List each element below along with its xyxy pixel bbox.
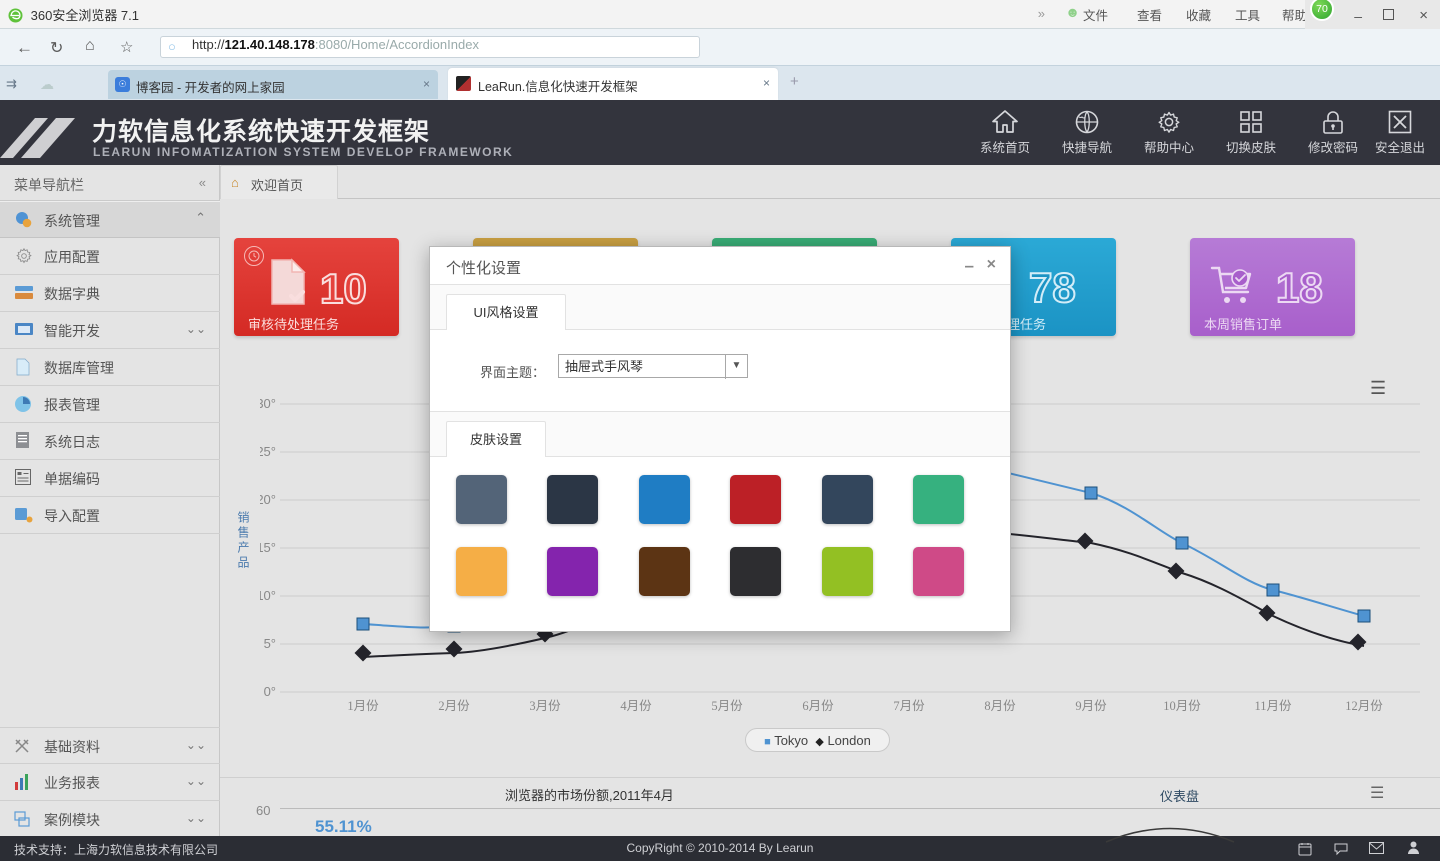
svg-text:3月份: 3月份 xyxy=(529,699,561,713)
svg-text:18: 18 xyxy=(1276,268,1323,310)
svg-text:10: 10 xyxy=(320,270,367,310)
svg-text:9月份: 9月份 xyxy=(1075,699,1107,713)
svg-text:25°: 25° xyxy=(260,444,276,459)
svg-text:11月份: 11月份 xyxy=(1254,699,1292,713)
svg-text:20°: 20° xyxy=(260,492,276,507)
svg-text:0°: 0° xyxy=(264,684,276,699)
svg-text:30°: 30° xyxy=(260,396,276,411)
svg-text:10月份: 10月份 xyxy=(1163,699,1201,713)
svg-text:6月份: 6月份 xyxy=(802,699,834,713)
svg-text:8月份: 8月份 xyxy=(984,699,1016,713)
svg-text:15°: 15° xyxy=(260,540,276,555)
svg-text:4月份: 4月份 xyxy=(620,699,652,713)
svg-text:12月份: 12月份 xyxy=(1345,699,1383,713)
svg-text:1月份: 1月份 xyxy=(347,699,379,713)
svg-text:7月份: 7月份 xyxy=(893,699,925,713)
svg-text:2月份: 2月份 xyxy=(438,699,470,713)
svg-text:10°: 10° xyxy=(260,588,276,603)
svg-text:5°: 5° xyxy=(264,636,276,651)
svg-text:78: 78 xyxy=(1029,268,1076,310)
svg-text:5月份: 5月份 xyxy=(711,699,743,713)
